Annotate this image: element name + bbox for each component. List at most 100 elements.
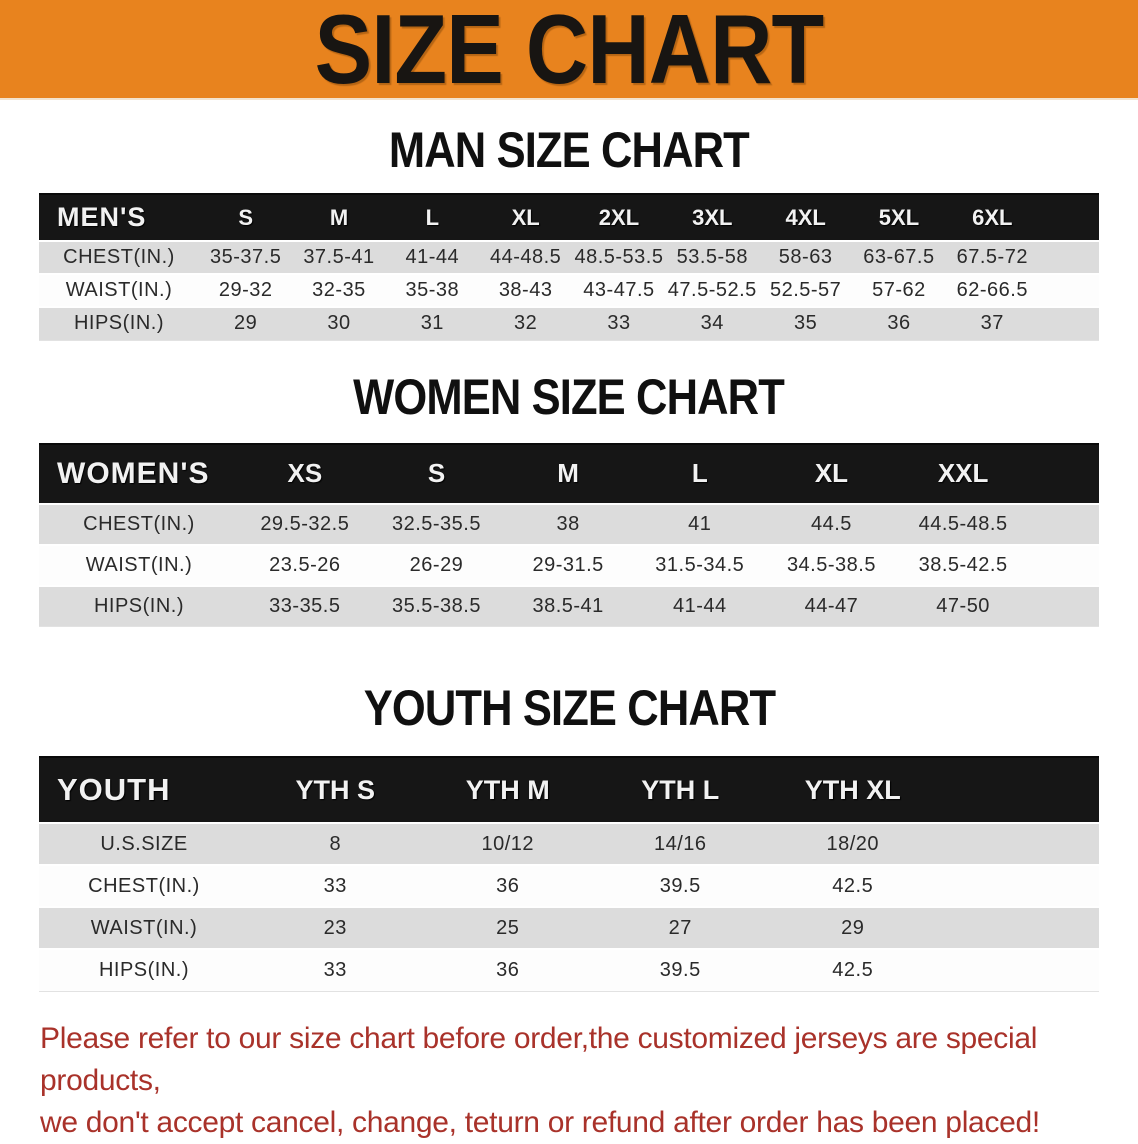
header-filler-cell bbox=[939, 756, 1099, 823]
table-row: WAIST(IN.) 29-32 32-35 35-38 38-43 43-47.5 47.… bbox=[39, 273, 1099, 307]
size-value-cell: 35-38 bbox=[385, 273, 479, 307]
row-filler-cell bbox=[1028, 543, 1099, 586]
size-value-cell: 34 bbox=[665, 306, 759, 340]
row-label: HIPS(IN.) bbox=[39, 948, 249, 991]
men-size-table: MEN'S S M L XL 2XL 3XL 4XL 5XL 6XL CHEST(IN.) 35-37… bbox=[39, 193, 1099, 341]
size-value-cell: 35.5-38.5 bbox=[370, 584, 503, 627]
row-filler-cell bbox=[939, 864, 1099, 907]
women-size-table: WOMEN'S XS S M L XL XXL CHEST(IN.) 29.5-32.5 32.5… bbox=[39, 442, 1099, 627]
size-value-cell: 18/20 bbox=[766, 822, 939, 865]
row-label: WAIST(IN.) bbox=[39, 273, 199, 307]
size-value-cell: 31.5-34.5 bbox=[633, 543, 766, 586]
row-filler-cell bbox=[1038, 306, 1099, 340]
size-value-cell: 67.5-72 bbox=[945, 240, 1039, 274]
size-value-cell: 43-47.5 bbox=[572, 273, 666, 307]
size-value-cell: 33 bbox=[249, 948, 422, 991]
table-row: HIPS(IN.) 29 30 31 32 33 34 35 36 37 bbox=[39, 306, 1099, 340]
size-value-cell: 29.5-32.5 bbox=[239, 502, 371, 545]
size-column-header: YTH S bbox=[249, 756, 422, 823]
women-corner-label: WOMEN'S bbox=[39, 442, 239, 504]
row-label: HIPS(IN.) bbox=[39, 584, 239, 627]
size-value-cell: 37.5-41 bbox=[292, 240, 386, 274]
size-value-cell: 41 bbox=[633, 502, 766, 545]
women-section-heading-text: WOMEN SIZE CHART bbox=[353, 368, 786, 425]
size-value-cell: 42.5 bbox=[766, 948, 939, 991]
row-label: U.S.SIZE bbox=[39, 822, 249, 865]
row-label: CHEST(IN.) bbox=[39, 502, 239, 545]
row-label: WAIST(IN.) bbox=[39, 543, 239, 586]
size-value-cell: 41-44 bbox=[385, 240, 479, 274]
size-value-cell: 63-67.5 bbox=[852, 240, 946, 274]
size-value-cell: 44.5 bbox=[765, 502, 898, 545]
size-value-cell: 29-32 bbox=[199, 273, 293, 307]
size-value-cell: 39.5 bbox=[594, 864, 767, 907]
row-filler-cell bbox=[939, 906, 1099, 949]
youth-corner-label: YOUTH bbox=[39, 756, 249, 823]
table-row: CHEST(IN.) 29.5-32.5 32.5-35.5 38 41 44.5 44.5… bbox=[39, 502, 1099, 545]
men-section-heading: MAN SIZE CHART bbox=[0, 124, 1138, 176]
size-value-cell: 38-43 bbox=[478, 273, 573, 307]
size-value-cell: 36 bbox=[421, 948, 594, 991]
size-column-header: L bbox=[633, 442, 766, 504]
table-row: CHEST(IN.) 35-37.5 37.5-41 41-44 44-48.5 48.5… bbox=[39, 240, 1099, 274]
size-value-cell: 32-35 bbox=[292, 273, 386, 307]
size-column-header: M bbox=[502, 442, 634, 504]
youth-section-heading-text: YOUTH SIZE CHART bbox=[363, 680, 775, 736]
table-row: WAIST(IN.) 23 25 27 29 bbox=[39, 906, 1099, 949]
youth-section-heading: YOUTH SIZE CHART bbox=[0, 682, 1138, 734]
size-value-cell: 33-35.5 bbox=[239, 584, 371, 627]
size-value-cell: 32.5-35.5 bbox=[370, 502, 503, 545]
men-section-heading-text: MAN SIZE CHART bbox=[389, 122, 750, 178]
size-value-cell: 36 bbox=[852, 306, 946, 340]
size-value-cell: 32 bbox=[478, 306, 573, 340]
size-column-header: 3XL bbox=[665, 193, 759, 241]
youth-size-table: YOUTH YTH S YTH M YTH L YTH XL U.S.SIZE 8 10/12… bbox=[39, 756, 1099, 992]
table-row: WAIST(IN.) 23.5-26 26-29 29-31.5 31.5-34.5 34… bbox=[39, 543, 1099, 586]
size-value-cell: 8 bbox=[249, 822, 422, 865]
size-column-header: S bbox=[199, 193, 293, 241]
row-filler-cell bbox=[1028, 584, 1099, 627]
table-row: CHEST(IN.) 33 36 39.5 42.5 bbox=[39, 864, 1099, 907]
size-value-cell: 52.5-57 bbox=[758, 273, 853, 307]
size-value-cell: 33 bbox=[249, 864, 422, 907]
size-value-cell: 29 bbox=[766, 906, 939, 949]
size-chart-banner: SIZE CHART bbox=[0, 0, 1138, 100]
size-value-cell: 53.5-58 bbox=[665, 240, 759, 274]
size-value-cell: 47.5-52.5 bbox=[665, 273, 759, 307]
men-header-row: MEN'S S M L XL 2XL 3XL 4XL 5XL 6XL bbox=[39, 193, 1099, 241]
row-filler-cell bbox=[939, 948, 1099, 991]
size-value-cell: 44.5-48.5 bbox=[897, 502, 1029, 545]
size-value-cell: 25 bbox=[421, 906, 594, 949]
size-value-cell: 35-37.5 bbox=[199, 240, 293, 274]
header-filler-cell bbox=[1028, 442, 1099, 504]
row-label: CHEST(IN.) bbox=[39, 864, 249, 907]
size-value-cell: 62-66.5 bbox=[945, 273, 1039, 307]
size-column-header: 5XL bbox=[852, 193, 946, 241]
row-filler-cell bbox=[1028, 502, 1099, 545]
size-value-cell: 39.5 bbox=[594, 948, 767, 991]
size-value-cell: 14/16 bbox=[594, 822, 767, 865]
size-value-cell: 34.5-38.5 bbox=[765, 543, 898, 586]
size-column-header: XL bbox=[478, 193, 573, 241]
size-value-cell: 31 bbox=[385, 306, 479, 340]
disclaimer-line-2: we don't accept cancel, change, teturn o… bbox=[40, 1105, 1040, 1139]
page-title: SIZE CHART bbox=[314, 0, 825, 104]
size-column-header: XS bbox=[239, 442, 371, 504]
women-section-heading: WOMEN SIZE CHART bbox=[0, 371, 1138, 423]
row-label: CHEST(IN.) bbox=[39, 240, 199, 274]
size-value-cell: 23.5-26 bbox=[239, 543, 371, 586]
row-filler-cell bbox=[1038, 240, 1099, 274]
size-value-cell: 29 bbox=[199, 306, 293, 340]
size-column-header: XXL bbox=[897, 442, 1029, 504]
size-value-cell: 26-29 bbox=[370, 543, 503, 586]
size-value-cell: 37 bbox=[945, 306, 1039, 340]
row-filler-cell bbox=[1038, 273, 1099, 307]
size-value-cell: 42.5 bbox=[766, 864, 939, 907]
disclaimer-note: Please refer to our size chart before or… bbox=[0, 1018, 1138, 1144]
size-value-cell: 10/12 bbox=[421, 822, 594, 865]
size-value-cell: 41-44 bbox=[633, 584, 766, 627]
size-value-cell: 44-47 bbox=[765, 584, 898, 627]
size-column-header: YTH L bbox=[594, 756, 767, 823]
size-column-header: 4XL bbox=[758, 193, 853, 241]
size-value-cell: 23 bbox=[249, 906, 422, 949]
